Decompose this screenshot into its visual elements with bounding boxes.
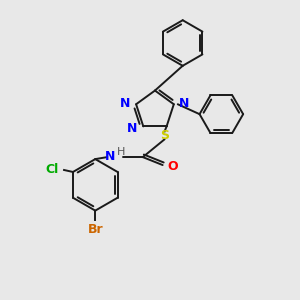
Text: N: N <box>120 97 130 110</box>
Text: Br: Br <box>88 224 103 236</box>
Text: N: N <box>179 97 189 110</box>
Text: N: N <box>127 122 137 135</box>
Text: H: H <box>117 147 125 157</box>
Text: S: S <box>160 129 169 142</box>
Text: O: O <box>168 160 178 172</box>
Text: Cl: Cl <box>46 164 59 176</box>
Text: N: N <box>105 150 115 163</box>
